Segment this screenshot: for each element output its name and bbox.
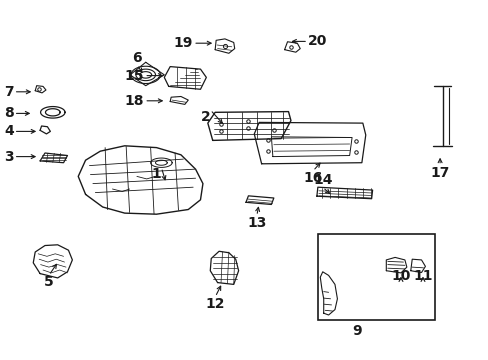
Bar <box>317 234 434 320</box>
Text: 9: 9 <box>351 324 361 338</box>
Text: 1: 1 <box>151 167 161 181</box>
Text: 2: 2 <box>200 110 210 124</box>
Text: 12: 12 <box>205 297 224 311</box>
Text: 11: 11 <box>412 269 432 283</box>
Text: 10: 10 <box>390 269 410 283</box>
Text: 7: 7 <box>4 85 14 99</box>
Text: 20: 20 <box>307 35 327 48</box>
Text: 15: 15 <box>124 69 144 82</box>
Text: 19: 19 <box>173 36 193 50</box>
Text: 6: 6 <box>132 51 142 65</box>
Text: 8: 8 <box>4 107 14 120</box>
Text: 4: 4 <box>4 125 14 138</box>
Text: 17: 17 <box>429 166 449 180</box>
Text: 5: 5 <box>44 275 54 289</box>
Text: 3: 3 <box>4 150 14 163</box>
Text: 13: 13 <box>246 216 266 230</box>
Text: 18: 18 <box>124 94 144 108</box>
Text: 16: 16 <box>303 171 322 185</box>
Text: 14: 14 <box>312 173 332 187</box>
